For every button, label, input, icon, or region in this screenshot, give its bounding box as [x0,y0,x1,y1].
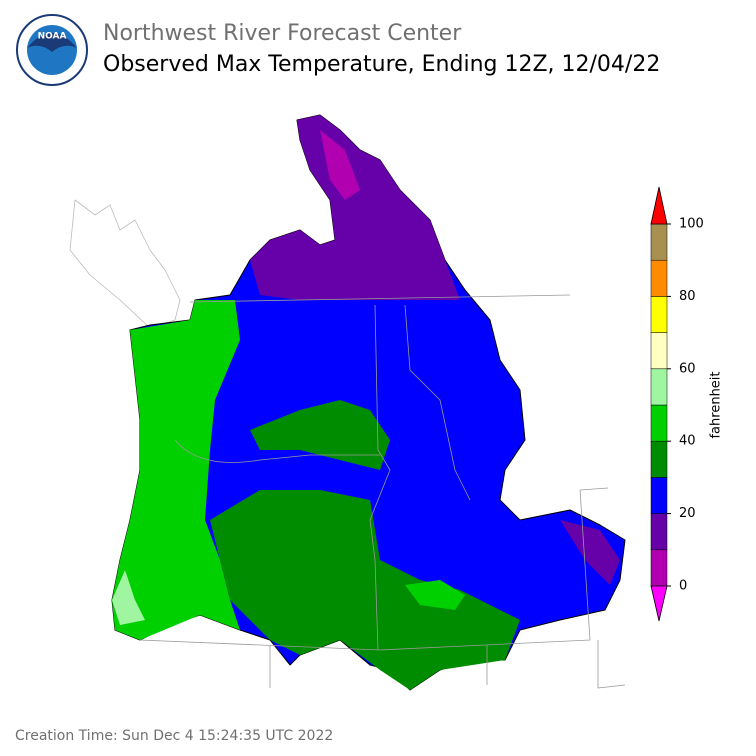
color-level [650,368,668,406]
color-level [650,259,668,297]
under-arrow [650,585,668,622]
border-canada [189,294,571,303]
tick-label: 80 [679,289,696,304]
border-wa-or [174,439,380,463]
coldest-region [320,130,360,200]
logo-bird [27,33,77,52]
color-level [650,477,668,514]
color-level [650,404,668,442]
border-south [139,487,626,689]
tick-label: 40 [679,434,696,449]
mild-region-west [112,300,240,640]
mild-patch [405,580,465,610]
borders [139,294,626,689]
colorbar: 0 20 40 60 80 100 [650,186,704,622]
color-level [650,332,668,370]
cool-region-central [250,400,390,470]
cold-region [250,115,460,300]
color-level [650,296,668,333]
map [69,114,626,691]
coastline [69,199,181,329]
color-level [650,513,668,551]
tick-label: 20 [679,506,696,521]
cool-region-south [210,490,520,690]
color-level [650,223,668,261]
warm-patch [112,570,145,625]
tick-label: 100 [679,217,704,232]
map-title: Observed Max Temperature, Ending 12Z, 12… [103,52,660,77]
logo-text: NOAA [38,32,67,42]
agency-title: Northwest River Forecast Center [103,21,462,46]
creation-time: Creation Time: Sun Dec 4 15:24:35 UTC 20… [15,728,333,744]
colorbar-label: fahrenheit [709,371,724,438]
noaa-logo: NOAA [16,14,88,86]
color-level [650,549,668,587]
tick-label: 0 [679,579,687,594]
tick-label: 60 [679,361,696,376]
border-mt [404,304,471,501]
color-level [650,440,668,478]
border-id [369,304,391,651]
over-arrow [650,186,668,225]
cold-region-east [560,520,620,585]
